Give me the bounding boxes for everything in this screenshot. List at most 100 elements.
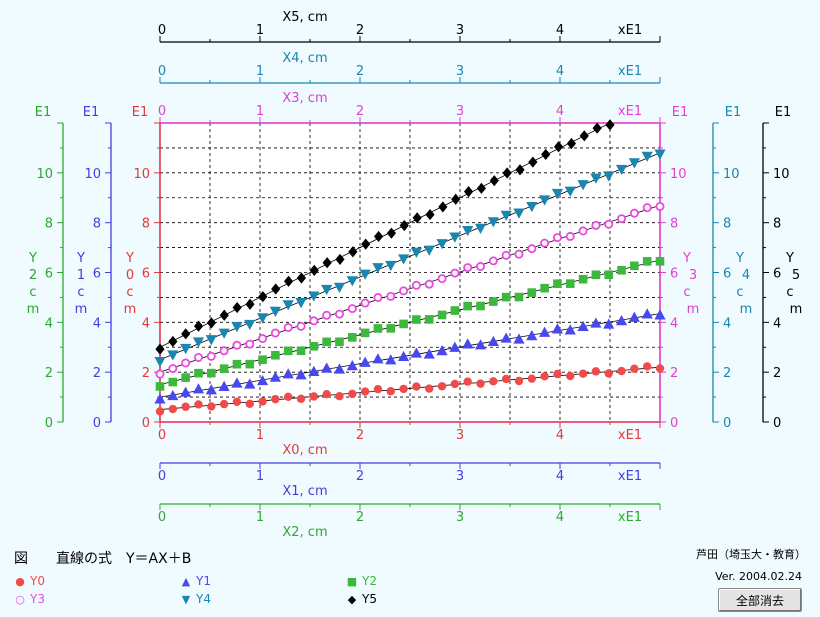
- data-point-y0: [425, 384, 434, 393]
- data-point-y4: [462, 225, 474, 237]
- x-axis-title-x5: X5, cm: [282, 10, 327, 25]
- x-unit-label-x3: xE1: [618, 104, 642, 119]
- data-point-y1: [410, 347, 423, 358]
- x-tick-label-x5: 1: [256, 23, 264, 38]
- y-tick-label-y1: 6: [93, 267, 101, 282]
- x-tick-label-x4: 2: [356, 64, 364, 79]
- y-axis-title-y0: m: [124, 302, 137, 317]
- data-point-y0: [155, 407, 165, 416]
- x-tick-label-x0: 3: [456, 428, 464, 443]
- data-point-y0: [566, 371, 575, 381]
- data-point-y0: [476, 379, 485, 388]
- y-tick-label-y0: 6: [142, 267, 150, 282]
- x-tick-label-x2: 0: [158, 510, 166, 525]
- data-point-y4: [564, 186, 576, 197]
- y-axis-title-y1: c: [77, 285, 84, 300]
- data-point-y0: [373, 385, 383, 394]
- data-point-y5: [258, 291, 268, 303]
- x-tick-label-x4: 0: [158, 64, 166, 79]
- data-point-y0: [322, 389, 331, 399]
- data-point-y1: [231, 377, 243, 388]
- data-point-y5: [605, 119, 615, 131]
- clear-all-button[interactable]: 全部消去: [718, 588, 802, 612]
- data-point-y5: [566, 137, 577, 150]
- x-axis-title-x0: X0, cm: [282, 443, 327, 458]
- data-point-y2: [655, 256, 665, 266]
- data-point-y5: [373, 230, 384, 243]
- data-point-y2: [424, 315, 434, 324]
- data-point-y2: [527, 288, 537, 297]
- data-point-y1: [269, 371, 281, 382]
- y-axis-title-y4: Y: [735, 251, 744, 266]
- data-point-y3: [193, 352, 203, 362]
- data-point-y3: [604, 219, 614, 229]
- data-point-y0: [219, 399, 229, 409]
- data-point-y2: [373, 324, 383, 333]
- data-point-y2: [232, 359, 242, 369]
- data-point-y0: [168, 404, 178, 414]
- fit-line-y0: [159, 366, 661, 410]
- data-point-y3: [617, 214, 627, 224]
- data-point-y3: [232, 340, 242, 350]
- data-point-y5: [553, 141, 564, 153]
- data-point-y0: [335, 392, 344, 401]
- data-point-y2: [194, 368, 203, 378]
- data-point-y3: [565, 231, 575, 241]
- chart-plot: 0 1 2 3 4 xE1 X5, cm 0 1 2 3 4 xE1 X4, cm 0 1 2 3 4 xE1 X3, …: [27, 10, 803, 540]
- legend: ● Y0 ▲ Y1 ■ Y2 ○ Y3 ▼ Y4 ◆ Y5: [0, 572, 420, 612]
- data-point-y1: [628, 311, 640, 322]
- y-tick-label-y3: 8: [670, 217, 678, 232]
- x-tick-label-x2: 4: [556, 510, 564, 525]
- y-tick-label-y1: 0: [93, 416, 101, 431]
- data-point-y1: [615, 315, 628, 326]
- data-point-y5: [271, 283, 281, 295]
- x-tick-label-x3: 3: [456, 104, 464, 119]
- y-axis-title-y5: Y: [785, 251, 794, 266]
- data-point-y0: [386, 387, 395, 396]
- x-tick-label-x1: 2: [356, 469, 364, 484]
- data-point-y5: [348, 246, 358, 258]
- x-axis-title-x3: X3, cm: [282, 91, 327, 106]
- data-point-y0: [399, 384, 408, 394]
- data-point-y5: [412, 212, 422, 224]
- data-point-y5: [361, 238, 371, 250]
- y-tick-label-y5: 0: [773, 416, 781, 431]
- legend-label-y5: Y5: [362, 592, 377, 606]
- data-point-y5: [283, 275, 294, 287]
- data-point-y2: [476, 301, 485, 311]
- data-point-y4: [615, 164, 628, 176]
- data-point-y0: [412, 382, 421, 391]
- data-point-y1: [500, 332, 512, 343]
- x-tick-label-x2: 3: [456, 510, 464, 525]
- y-exponent-y5: E1: [775, 105, 792, 120]
- data-point-y1: [295, 369, 307, 380]
- y-exponent-y0: E1: [132, 105, 149, 120]
- data-point-y1: [641, 308, 653, 319]
- x-tick-label-x1: 1: [256, 469, 264, 484]
- legend-item-y4: ▼ Y4: [180, 592, 211, 606]
- y-tick-label-y1: 8: [93, 217, 101, 232]
- data-point-y5: [219, 309, 229, 321]
- data-point-y1: [564, 324, 576, 335]
- data-point-y4: [192, 337, 205, 348]
- y-tick-label-y2: 0: [45, 416, 53, 431]
- data-point-y1: [603, 318, 615, 329]
- data-point-y0: [194, 400, 203, 409]
- y-tick-label-y5: 2: [773, 366, 781, 381]
- data-point-y1: [397, 350, 410, 362]
- data-point-y4: [526, 201, 538, 213]
- data-point-y1: [205, 384, 217, 395]
- x-tick-label-x1: 0: [158, 469, 166, 484]
- data-point-y1: [513, 333, 525, 344]
- data-point-y2: [437, 310, 447, 320]
- x-tick-label-x3: 4: [556, 104, 564, 119]
- data-point-y5: [181, 328, 191, 340]
- data-point-y4: [385, 260, 397, 272]
- y-tick-label-y5: 10: [773, 167, 790, 182]
- data-point-y4: [551, 188, 564, 200]
- data-point-y4: [321, 284, 333, 296]
- y-axis-title-y2: 2: [29, 268, 37, 283]
- fit-line-y1: [159, 313, 661, 398]
- data-point-y4: [167, 350, 179, 361]
- data-point-y4: [218, 328, 230, 339]
